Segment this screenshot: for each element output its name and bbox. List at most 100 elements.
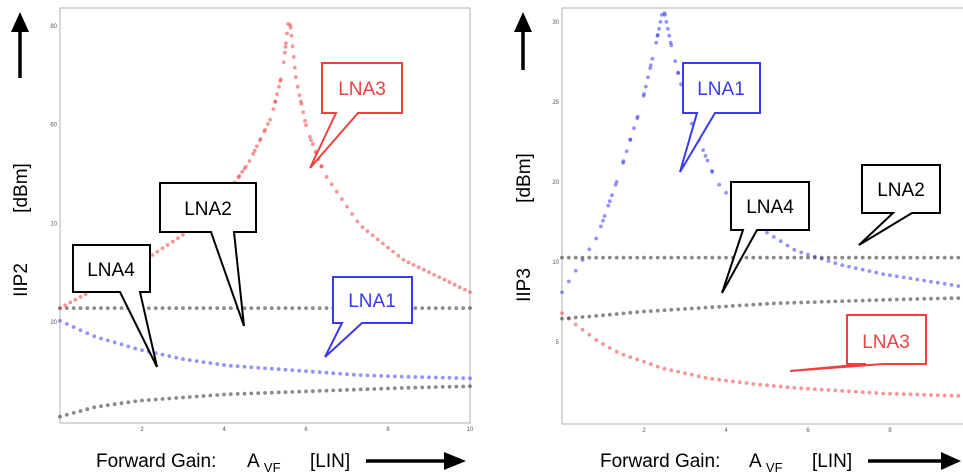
y-tick-label: 10 — [552, 260, 559, 266]
x-axis-subscript: VF — [264, 460, 281, 475]
data-point — [155, 249, 160, 254]
data-point — [792, 247, 797, 252]
data-point — [785, 243, 790, 248]
data-point — [573, 268, 578, 273]
data-point — [806, 252, 810, 257]
data-point — [566, 316, 571, 320]
data-point — [710, 377, 715, 381]
data-point — [340, 197, 344, 202]
data-point — [422, 267, 426, 272]
data-point — [276, 390, 281, 395]
data-point — [105, 403, 110, 408]
data-point — [447, 384, 452, 389]
data-point — [717, 377, 722, 382]
y-axis-arrow — [11, 12, 29, 78]
data-point — [105, 306, 110, 310]
data-point — [874, 255, 879, 260]
data-point — [942, 296, 947, 301]
data-point — [689, 306, 694, 311]
data-point — [85, 306, 90, 310]
data-point — [331, 371, 336, 376]
data-point — [324, 306, 329, 310]
data-point — [922, 296, 927, 301]
data-point — [297, 306, 302, 310]
data-point — [292, 65, 297, 70]
data-point — [654, 40, 658, 45]
data-point — [277, 84, 281, 89]
data-point — [201, 360, 206, 364]
data-point — [358, 387, 363, 392]
data-point — [222, 363, 226, 367]
data-point — [915, 255, 920, 260]
y-tick-label: 10 — [50, 221, 57, 227]
data-point — [607, 199, 612, 204]
y-tick-label: 25 — [552, 100, 559, 106]
data-point — [642, 309, 646, 314]
series-lna1 — [58, 318, 472, 381]
data-point — [324, 175, 329, 179]
data-point — [208, 361, 213, 365]
data-point — [799, 250, 804, 255]
data-point — [935, 280, 940, 285]
data-point — [249, 365, 254, 370]
data-point — [888, 273, 892, 278]
x-axis-arrow — [868, 452, 961, 470]
data-point — [263, 306, 267, 310]
x-tick-label: 8 — [888, 428, 892, 434]
x-tick-label: 10 — [467, 427, 474, 433]
y-axis-arrow — [514, 12, 532, 70]
data-point — [68, 300, 73, 305]
data-point — [642, 359, 646, 364]
y-axis-unit: [dBm] — [11, 163, 32, 213]
data-point — [614, 255, 619, 260]
data-point — [420, 385, 425, 390]
data-point — [133, 399, 138, 404]
data-point — [266, 122, 270, 126]
data-point — [396, 253, 401, 258]
y-axis-unit: [dBm] — [514, 153, 535, 203]
data-point — [806, 255, 810, 260]
data-point — [657, 26, 661, 31]
data-point — [853, 298, 858, 303]
x-tick-label: 2 — [140, 427, 144, 433]
data-point — [648, 309, 653, 313]
data-point — [737, 303, 742, 308]
data-point — [922, 278, 927, 283]
data-point — [433, 385, 438, 389]
callout-lna3: LNA3 — [309, 62, 403, 169]
data-point — [317, 370, 322, 375]
data-point — [167, 396, 172, 401]
x-tick-label: 8 — [386, 427, 390, 433]
data-point — [758, 302, 763, 307]
data-point — [386, 245, 390, 250]
data-point — [406, 374, 411, 379]
data-point — [812, 387, 817, 392]
data-point — [92, 306, 97, 310]
data-point — [662, 255, 667, 260]
data-point — [284, 41, 288, 45]
data-point — [806, 386, 810, 391]
data-point — [689, 255, 694, 260]
data-point — [167, 306, 172, 310]
data-point — [922, 255, 927, 260]
data-point — [778, 239, 783, 244]
data-point — [235, 392, 240, 396]
data-point — [696, 255, 701, 260]
data-point — [874, 270, 879, 275]
data-point — [819, 299, 824, 304]
data-point — [573, 255, 578, 260]
data-point — [915, 277, 920, 282]
y-axis-label: IIP2 — [11, 263, 32, 297]
data-point — [628, 310, 633, 315]
data-point — [601, 218, 605, 223]
data-point — [381, 241, 385, 246]
data-point — [174, 396, 179, 400]
data-point — [375, 237, 380, 242]
data-point — [71, 325, 76, 329]
data-point — [461, 306, 466, 310]
data-point — [304, 389, 308, 394]
data-point — [215, 393, 220, 397]
data-point — [614, 349, 619, 354]
x-axis-label: Forward Gain: A VF [LIN] — [96, 451, 350, 476]
data-point — [447, 280, 452, 285]
